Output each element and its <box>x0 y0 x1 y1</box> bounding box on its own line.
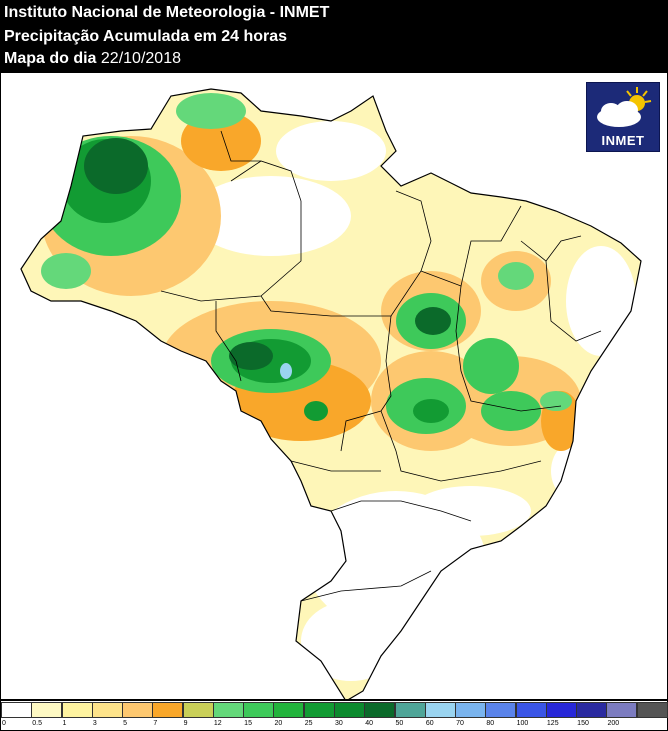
legend-swatch <box>182 702 214 718</box>
legend-swatch <box>212 702 244 718</box>
legend-swatch <box>636 702 668 718</box>
legend-swatch <box>91 702 123 718</box>
precipitation-legend: 0 0.5 1 3 5 7 9 12 15 20 25 30 40 50 60 70 80 100 125 150 20… <box>0 700 668 731</box>
legend-swatch <box>606 702 638 718</box>
legend-swatch <box>394 702 426 718</box>
legend-swatch <box>545 702 577 718</box>
product-title: Precipitação Acumulada em 24 horas <box>4 28 288 45</box>
legend-tick-label: 0.5 <box>32 720 42 727</box>
logo-text: INMET <box>601 133 645 148</box>
legend-tick-label: 50 <box>395 720 404 727</box>
legend-tick-label: 0 <box>2 720 6 727</box>
map-date-label: Mapa do dia <box>4 50 97 67</box>
legend-swatch <box>334 702 365 718</box>
legend-swatch <box>424 702 456 718</box>
state-borders <box>160 130 602 602</box>
legend-tick-label: 60 <box>425 720 434 727</box>
legend-tick-label: 15 <box>244 720 252 727</box>
legend-tick-label: 25 <box>304 720 313 727</box>
legend-tick-label: 200 <box>607 720 620 727</box>
legend-tick-label: 9 <box>183 720 188 727</box>
legend-swatch <box>243 702 275 718</box>
legend-swatch <box>1 702 32 718</box>
legend-swatch <box>61 702 93 718</box>
legend-tick-label: 1 <box>62 720 67 727</box>
header: Instituto Nacional de Meteorologia - INM… <box>0 0 668 72</box>
legend-tick-label: 40 <box>365 720 374 727</box>
legend-swatch <box>303 702 335 718</box>
legend-tick-label: 3 <box>92 720 97 727</box>
legend-swatch <box>485 702 517 718</box>
legend-tick-label: 12 <box>213 720 222 727</box>
legend-tick-label: 100 <box>516 720 529 727</box>
legend-tick-label: 80 <box>486 720 495 727</box>
legend-swatch <box>273 702 305 718</box>
sun-cloud-icon <box>597 87 652 127</box>
legend-swatch <box>122 702 154 718</box>
institute-title: Instituto Nacional de Meteorologia - INM… <box>4 4 330 21</box>
map-date: 22/10/2018 <box>100 50 181 67</box>
country-border <box>20 88 642 699</box>
legend-tick-label: 20 <box>274 720 283 727</box>
legend-swatch <box>152 702 184 718</box>
legend-swatch <box>515 702 547 718</box>
inmet-logo: INMET <box>586 82 660 152</box>
legend-swatch <box>364 702 396 718</box>
map-frame <box>0 72 668 700</box>
legend-tick-label: 7 <box>153 720 158 727</box>
legend-swatch <box>31 702 63 718</box>
legend-tick-label: 150 <box>577 720 589 727</box>
legend-swatch <box>455 702 487 718</box>
map-date-line: Mapa do dia 22/10/2018 <box>4 49 181 69</box>
legend-tick-label: 30 <box>335 720 343 727</box>
legend-tick-label: 5 <box>123 720 127 727</box>
legend-tick-label: 125 <box>546 720 559 727</box>
legend-swatch <box>576 702 608 718</box>
legend-tick-label: 70 <box>456 720 464 727</box>
precipitation-map <box>20 88 642 699</box>
